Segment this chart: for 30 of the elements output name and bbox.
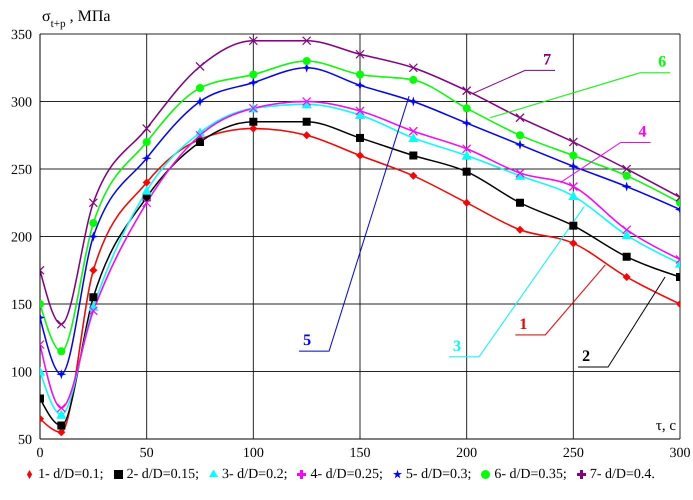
annotation: 4 [638, 124, 647, 140]
y-axis-title: σ$_{t+p}$, МПа [42, 8, 111, 30]
legend-label: 7- d/D=0.4. [590, 467, 655, 482]
legend-label: 1- d/D=0.1; [38, 467, 104, 482]
y-tick-label: 50 [18, 432, 32, 448]
x-tick-label: 150 [350, 446, 370, 461]
legend-label: 3- d/D=0.2; [222, 467, 288, 482]
x-tick-label: 0 [36, 446, 44, 461]
y-tick-label: 350 [11, 28, 32, 43]
annotation: 2 [582, 348, 590, 365]
x-tick-label: 250 [562, 446, 584, 461]
annotation: 3 [453, 338, 461, 355]
legend-label: 6- d/D=0.35; [494, 467, 567, 482]
y-tick-label: 300 [11, 95, 32, 110]
y-tick-label: 200 [11, 230, 32, 246]
annotation: 1 [519, 316, 528, 333]
x-tick-label: 200 [456, 446, 478, 461]
legend-label: 2- d/D=0.15; [126, 467, 200, 482]
x-axis-title: τ, с [656, 418, 676, 434]
x-tick-label: 100 [242, 446, 264, 461]
annotation: 7 [543, 51, 552, 68]
annotation: 6 [658, 54, 666, 71]
y-tick-label: 250 [11, 162, 32, 178]
annotation: 5 [303, 332, 312, 350]
legend-label: 5- d/D=0.3; [406, 467, 472, 482]
x-tick-label: 50 [140, 446, 154, 461]
legend-label: 4- d/D=0.25; [310, 467, 383, 482]
y-tick-label: 150 [11, 298, 32, 313]
y-tick-label: 100 [11, 365, 32, 380]
x-tick-label: 300 [670, 446, 690, 461]
